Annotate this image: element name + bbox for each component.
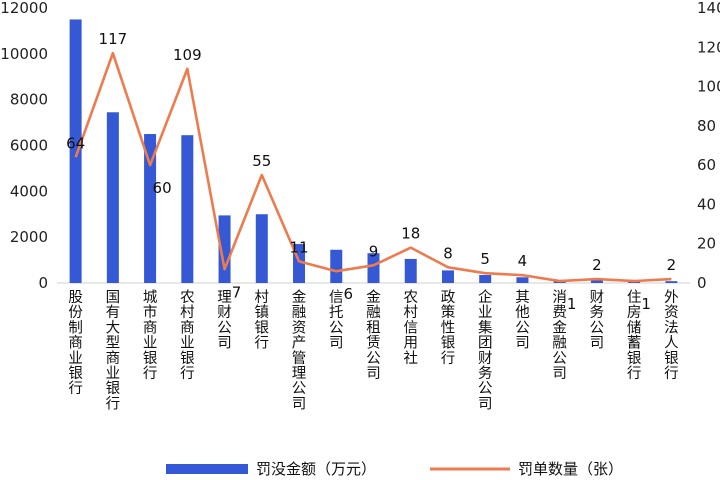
- x-category-label: 农村信用社: [403, 289, 418, 367]
- line-data-label: 1: [641, 295, 651, 313]
- x-category-label: 企业集团财务公司: [478, 288, 493, 412]
- bar-penalty-amount: [218, 215, 231, 283]
- line-data-label: 117: [99, 30, 128, 48]
- x-category-label: 股份制商业银行: [68, 290, 83, 397]
- y-right-tick-label: 60: [697, 156, 716, 174]
- x-category-label: 农村商业银行: [180, 289, 195, 382]
- bar-penalty-amount: [69, 19, 82, 283]
- x-category-label: 金融资产管理公司: [292, 289, 307, 412]
- line-data-label: 7: [232, 283, 242, 301]
- y-right-tick-label: 140: [697, 0, 720, 17]
- x-category-label: 政策性银行: [441, 289, 456, 367]
- line-data-label: 8: [443, 244, 453, 262]
- line-data-label: 109: [173, 46, 202, 64]
- x-category-label: 消费金融公司: [552, 289, 567, 382]
- y-left-tick-label: 0: [38, 274, 48, 292]
- line-data-label: 60: [153, 179, 172, 197]
- line-data-label: 4: [518, 252, 528, 270]
- line-data-label: 55: [252, 152, 271, 170]
- line-data-label: 64: [66, 134, 85, 152]
- x-category-label: 其他公司: [515, 289, 530, 352]
- y-left-tick-label: 4000: [10, 182, 48, 200]
- bar-penalty-amount: [255, 214, 268, 283]
- y-left-tick-label: 12000: [0, 0, 48, 17]
- line-data-label: 6: [343, 285, 353, 303]
- bar-penalty-amount: [367, 253, 380, 283]
- x-category-label: 城市商业银行: [143, 289, 158, 382]
- x-category-label: 村镇银行: [255, 289, 270, 352]
- bar-penalty-amount: [516, 277, 529, 283]
- bar-penalty-amount: [181, 135, 194, 283]
- bar-penalty-amount: [479, 274, 492, 283]
- line-data-label: 1: [567, 295, 577, 313]
- y-left-tick-label: 8000: [10, 91, 48, 109]
- x-category-label: 外资法人银行: [664, 289, 679, 382]
- line-data-label: 5: [480, 250, 490, 268]
- line-data-label: 18: [401, 225, 420, 243]
- legend-label-bar: 罚没金额（万元）: [256, 460, 376, 478]
- line-data-label: 9: [369, 242, 379, 260]
- line-data-label: 2: [592, 256, 602, 274]
- bar-penalty-amount: [590, 279, 603, 283]
- y-left-tick-label: 2000: [10, 228, 48, 246]
- y-right-tick-label: 120: [697, 38, 720, 56]
- x-category-label: 理财公司: [217, 290, 232, 352]
- line-data-label: 11: [289, 238, 308, 256]
- legend-label-line: 罚单数量（张）: [518, 460, 623, 478]
- bar-penalty-amount: [665, 281, 678, 283]
- x-category-label: 信托公司: [329, 289, 344, 352]
- bar-penalty-amount: [404, 258, 417, 283]
- bar-penalty-amount: [106, 112, 119, 283]
- line-ticket-count: [74, 51, 672, 283]
- bar-penalty-amount: [330, 249, 343, 283]
- x-category-label: 金融租赁公司: [366, 289, 381, 382]
- y-right-tick-label: 40: [697, 195, 716, 213]
- line-data-label: 2: [667, 256, 677, 274]
- y-left-tick-label: 10000: [0, 45, 48, 63]
- y-right-tick-label: 20: [697, 235, 716, 253]
- bar-penalty-amount: [441, 270, 454, 283]
- y-left-tick-label: 6000: [10, 137, 48, 155]
- y-right-tick-label: 100: [697, 78, 720, 96]
- y-right-tick-label: 80: [697, 117, 716, 135]
- x-category-label: 住房储蓄银行: [627, 289, 642, 382]
- x-category-label: 财务公司: [590, 289, 605, 352]
- legend-swatch-bar: [166, 464, 248, 474]
- x-category-label: 国有大型商业银行: [106, 290, 121, 412]
- y-right-tick-label: 0: [697, 274, 707, 292]
- bar-penalty-amount: [144, 134, 157, 283]
